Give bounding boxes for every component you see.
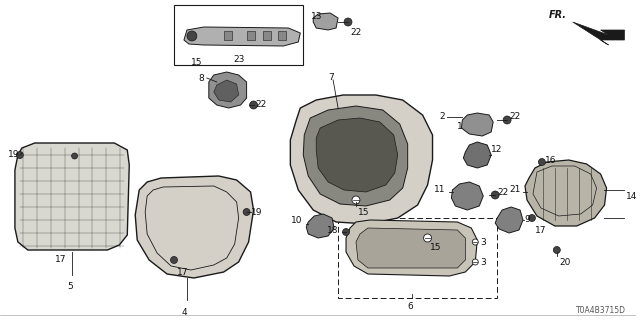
Polygon shape <box>291 95 433 224</box>
Polygon shape <box>525 160 607 226</box>
Polygon shape <box>303 106 408 206</box>
Circle shape <box>472 259 478 265</box>
Bar <box>264 31 271 40</box>
Text: 7: 7 <box>328 73 334 82</box>
Polygon shape <box>15 143 129 250</box>
Circle shape <box>187 31 197 41</box>
Circle shape <box>17 151 24 158</box>
Polygon shape <box>307 214 334 238</box>
Polygon shape <box>451 182 483 210</box>
Text: 6: 6 <box>408 302 413 311</box>
Bar <box>278 31 286 40</box>
Circle shape <box>344 18 352 26</box>
Text: 15: 15 <box>358 208 369 217</box>
Text: 20: 20 <box>560 258 571 267</box>
Text: 22: 22 <box>509 112 520 121</box>
Text: 2: 2 <box>440 112 445 121</box>
Text: 8: 8 <box>198 74 204 83</box>
Circle shape <box>554 246 560 253</box>
Text: 3: 3 <box>480 238 486 247</box>
Text: 19: 19 <box>251 208 262 217</box>
Bar <box>224 31 232 40</box>
Circle shape <box>472 239 478 245</box>
Text: 19: 19 <box>8 150 19 159</box>
Text: 21: 21 <box>509 185 521 194</box>
Text: 15: 15 <box>429 243 441 252</box>
Polygon shape <box>346 220 477 276</box>
Text: 15: 15 <box>191 58 202 67</box>
Polygon shape <box>495 207 523 233</box>
Text: 23: 23 <box>234 55 245 64</box>
Text: T0A4B3715D: T0A4B3715D <box>577 306 627 315</box>
Polygon shape <box>209 72 246 108</box>
Circle shape <box>424 234 431 242</box>
Circle shape <box>492 191 499 199</box>
Text: 1: 1 <box>458 122 463 131</box>
Polygon shape <box>316 118 397 192</box>
Text: 22: 22 <box>497 188 508 197</box>
Text: 11: 11 <box>434 185 445 194</box>
Circle shape <box>72 153 77 159</box>
Text: FR.: FR. <box>548 10 567 20</box>
Circle shape <box>170 257 177 263</box>
Text: 3: 3 <box>480 258 486 267</box>
Bar <box>338 218 497 298</box>
Polygon shape <box>135 176 253 278</box>
Polygon shape <box>313 13 338 30</box>
Bar <box>246 31 255 40</box>
Circle shape <box>503 116 511 124</box>
Text: 16: 16 <box>545 156 556 165</box>
Text: 22: 22 <box>255 100 267 109</box>
Text: 17: 17 <box>535 226 547 235</box>
Circle shape <box>529 214 536 221</box>
Polygon shape <box>356 228 465 268</box>
Text: 17: 17 <box>54 255 66 264</box>
Text: 12: 12 <box>492 145 502 154</box>
Text: 9: 9 <box>524 215 530 224</box>
Bar <box>174 5 303 65</box>
Text: 18: 18 <box>326 226 338 235</box>
Text: 5: 5 <box>68 282 74 291</box>
Text: 22: 22 <box>350 28 361 37</box>
Polygon shape <box>573 22 625 45</box>
Circle shape <box>352 196 360 204</box>
Polygon shape <box>184 27 300 46</box>
Circle shape <box>538 158 545 165</box>
Circle shape <box>243 209 250 215</box>
Circle shape <box>342 228 349 236</box>
Text: 17: 17 <box>177 268 189 277</box>
Polygon shape <box>461 113 493 136</box>
Circle shape <box>250 101 257 109</box>
Text: 10: 10 <box>291 216 302 225</box>
Polygon shape <box>214 80 239 102</box>
Polygon shape <box>463 142 492 168</box>
Text: 4: 4 <box>182 308 188 317</box>
Text: 14: 14 <box>627 192 638 201</box>
Text: 13: 13 <box>311 12 323 21</box>
